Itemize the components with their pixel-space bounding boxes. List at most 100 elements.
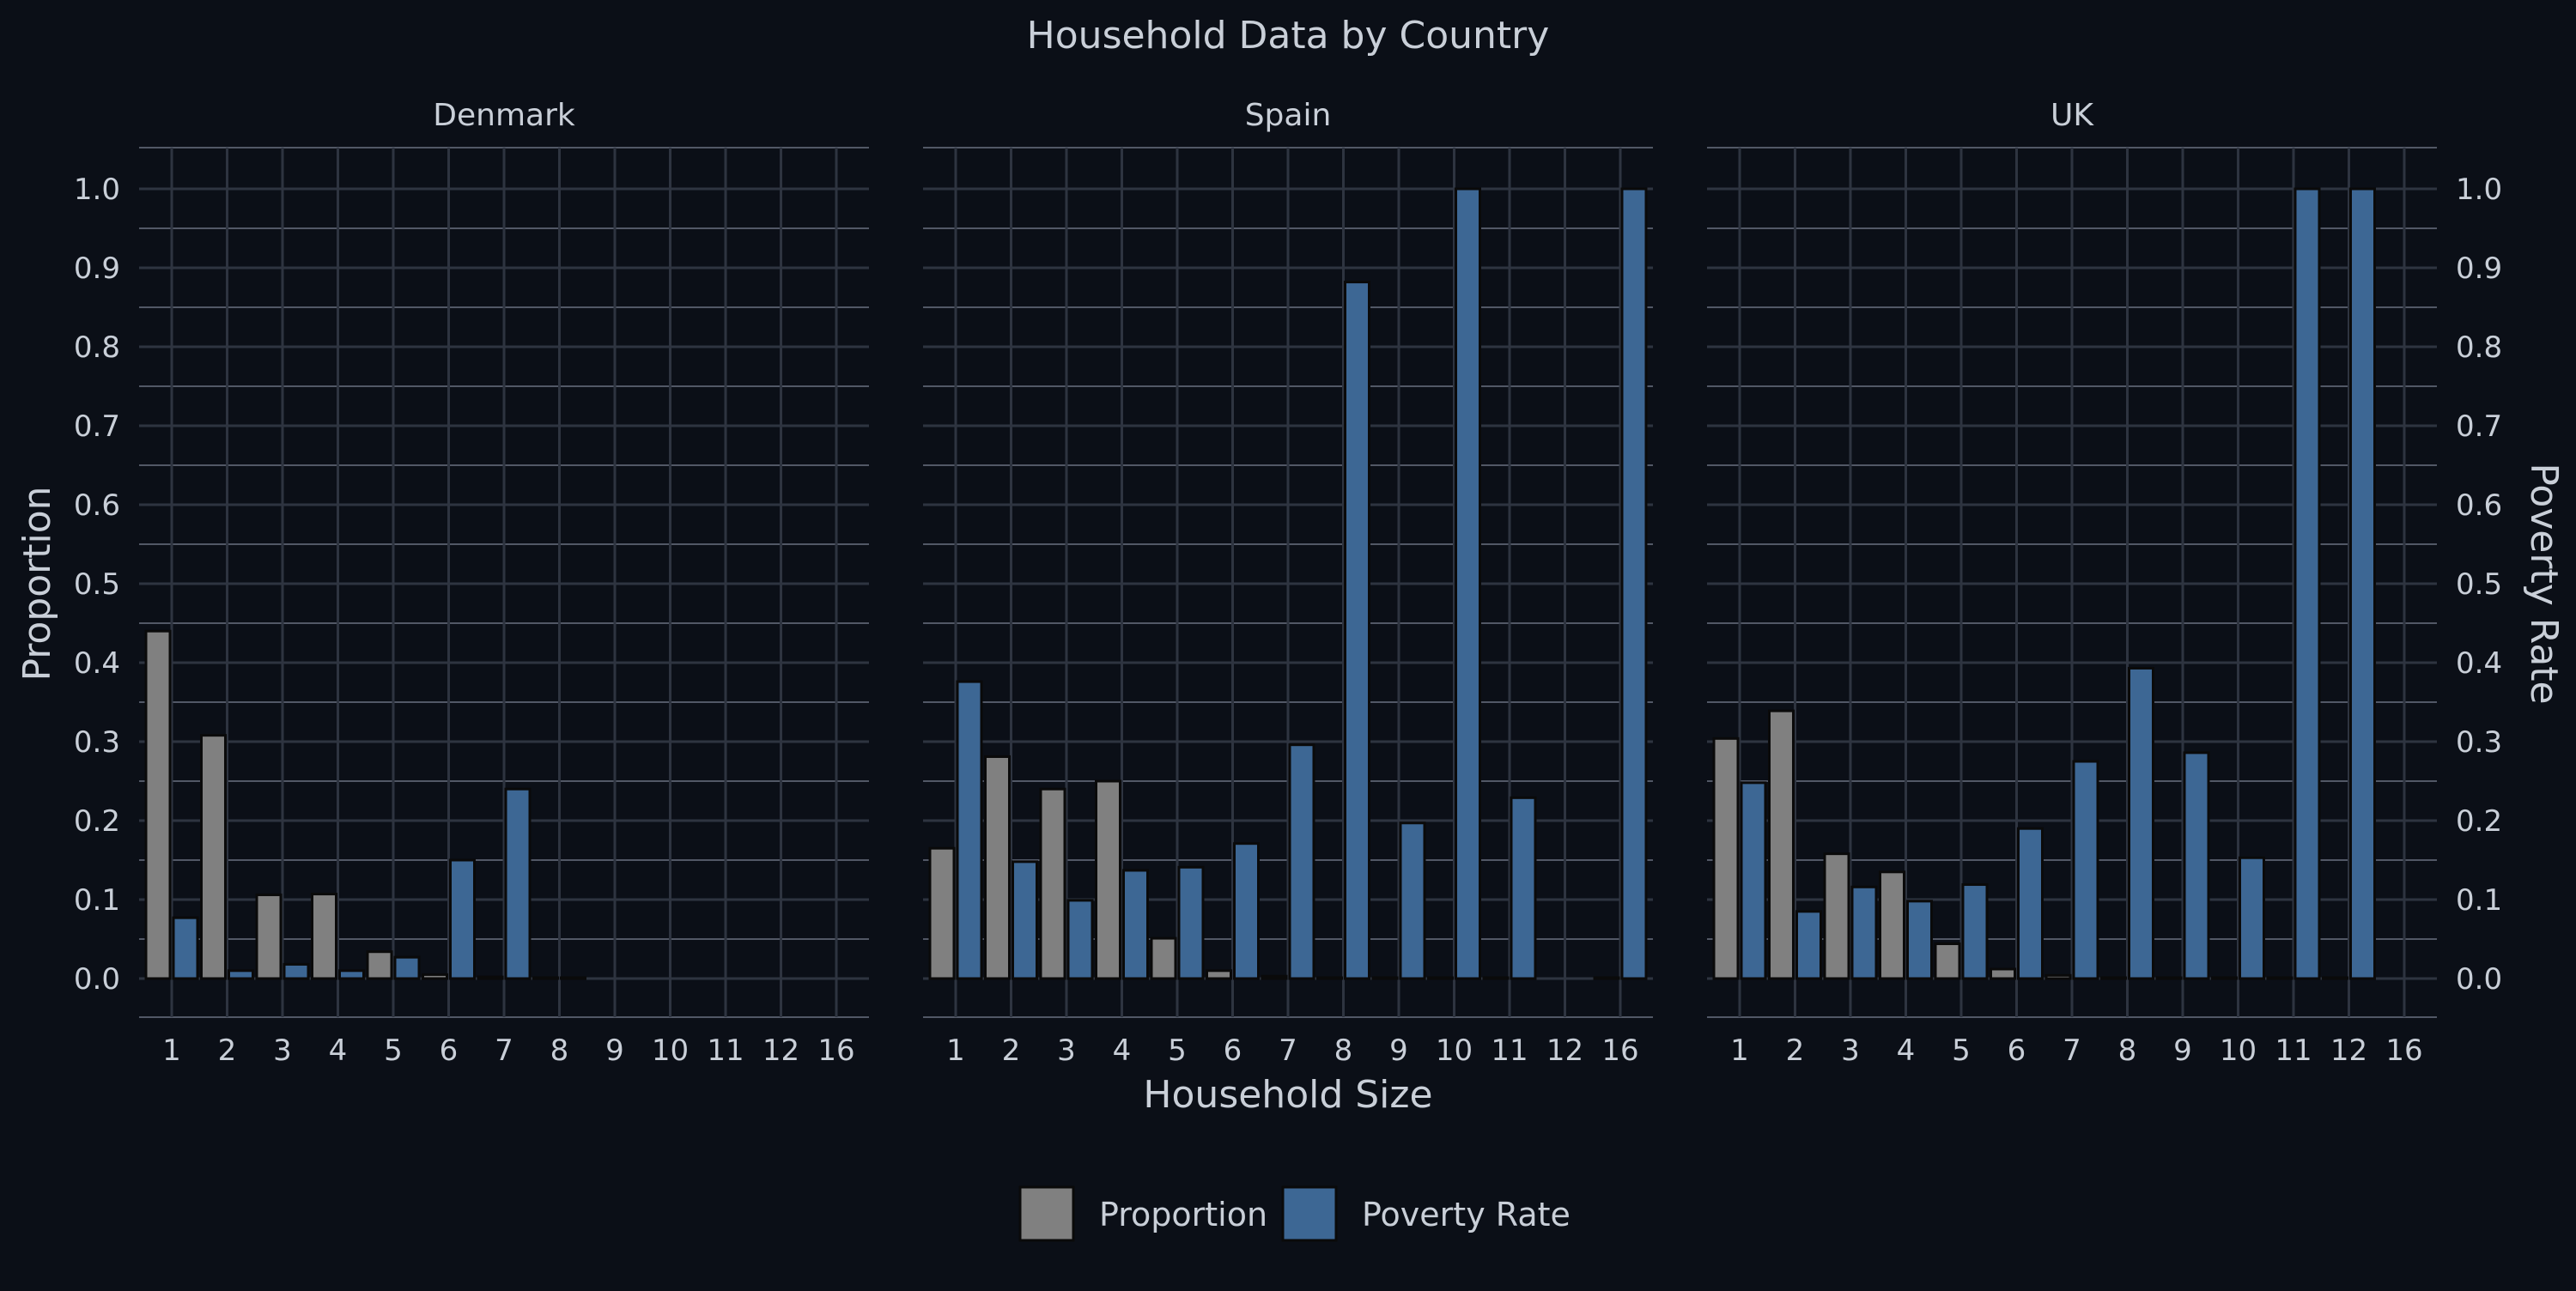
y-tick-label-left: 0.2 xyxy=(74,804,120,839)
x-axis-label: Household Size xyxy=(1143,1073,1432,1117)
x-tick-label: 8 xyxy=(1334,1033,1353,1068)
x-tick-label: 7 xyxy=(495,1033,513,1068)
x-tick-label: 12 xyxy=(762,1033,799,1068)
x-tick-label: 10 xyxy=(652,1033,689,1068)
x-tick-label: 3 xyxy=(1841,1033,1860,1068)
legend-label: Poverty Rate xyxy=(1362,1196,1571,1233)
bar-poverty-rate xyxy=(1906,900,1933,980)
y-tick-label-right: 0.3 xyxy=(2456,725,2502,760)
x-tick-label: 5 xyxy=(384,1033,403,1068)
bar-proportion xyxy=(2266,976,2293,980)
x-tick-label: 6 xyxy=(440,1033,459,1068)
y-tick-label-right: 0.6 xyxy=(2456,488,2502,523)
y-tick-label-right: 0.8 xyxy=(2456,330,2502,365)
bar-proportion xyxy=(255,893,283,980)
x-tick-label: 9 xyxy=(605,1033,624,1068)
x-tick-label: 1 xyxy=(162,1033,181,1068)
y-tick-label-left: 0.6 xyxy=(74,488,120,523)
bar-proportion xyxy=(2100,976,2127,980)
bar-proportion xyxy=(1879,870,1905,980)
x-tick-label: 11 xyxy=(1491,1033,1528,1068)
bar-proportion xyxy=(1768,709,1795,980)
bar-poverty-rate xyxy=(2293,187,2321,980)
bar-poverty-rate xyxy=(1795,910,1822,980)
bar-poverty-rate xyxy=(1455,187,1481,980)
bar-proportion xyxy=(1593,976,1620,980)
bar-poverty-rate xyxy=(2239,856,2265,980)
bar-poverty-rate xyxy=(1620,187,1648,980)
bar-proportion xyxy=(1712,736,1740,980)
y-tick-label-left: 0.8 xyxy=(74,330,120,365)
y-tick-label-left: 0.3 xyxy=(74,725,120,760)
x-tick-label: 8 xyxy=(2118,1033,2137,1068)
bar-poverty-rate xyxy=(393,955,421,980)
legend: Proportion Poverty Rate xyxy=(1018,1185,1571,1242)
bar-proportion xyxy=(1095,779,1121,980)
panel-title: Spain xyxy=(1245,98,1332,133)
y-axis-label-left: Proportion xyxy=(15,486,59,681)
bar-poverty-rate xyxy=(1344,281,1370,980)
x-tick-label: 11 xyxy=(707,1033,744,1068)
x-tick-label: 16 xyxy=(2385,1033,2422,1068)
bar-poverty-rate xyxy=(172,916,199,980)
bar-poverty-rate xyxy=(1399,821,1426,980)
x-tick-label: 4 xyxy=(1113,1033,1132,1068)
bar-proportion xyxy=(1371,976,1399,980)
y-tick-label-right: 0.1 xyxy=(2456,883,2502,918)
x-tick-label: 10 xyxy=(1436,1033,1473,1068)
x-tick-label: 8 xyxy=(550,1033,569,1068)
y-axis-label-right: Poverty Rate xyxy=(2522,463,2566,704)
bar-poverty-rate xyxy=(1122,869,1149,980)
y-tick-label-left: 0.1 xyxy=(74,883,120,918)
x-tick-label: 3 xyxy=(1057,1033,1076,1068)
bar-proportion xyxy=(477,975,504,980)
x-tick-label: 16 xyxy=(1601,1033,1638,1068)
bar-proportion xyxy=(928,846,956,980)
bar-poverty-rate xyxy=(449,858,476,980)
y-tick-label-right: 0.7 xyxy=(2456,409,2502,444)
bar-proportion xyxy=(532,976,559,980)
y-tick-label-left: 0.5 xyxy=(74,567,120,602)
y-tick-label-left: 1.0 xyxy=(74,173,120,207)
panel-title: UK xyxy=(2050,98,2094,133)
bar-poverty-rate xyxy=(1510,796,1537,980)
legend-swatch xyxy=(1281,1185,1338,1242)
bar-poverty-rate xyxy=(2072,760,2099,980)
bar-proportion xyxy=(1150,936,1177,980)
y-tick-label-right: 0.4 xyxy=(2456,646,2502,681)
y-tick-label-left: 0.7 xyxy=(74,409,120,444)
panel-uk: UK1 2 3 4 5 6 7 8 9 10 11 12 160.00.10.20.30.40.50.6… xyxy=(1707,98,2502,1068)
legend-swatch xyxy=(1018,1185,1075,1242)
bar-proportion xyxy=(1039,787,1066,980)
bar-proportion xyxy=(1990,967,2016,980)
y-tick-label-right: 1.0 xyxy=(2456,173,2502,207)
bar-poverty-rate xyxy=(1177,865,1205,980)
bar-proportion xyxy=(1482,976,1510,980)
x-tick-label: 4 xyxy=(1897,1033,1916,1068)
bar-proportion xyxy=(200,734,227,980)
x-tick-label: 12 xyxy=(2330,1033,2367,1068)
bar-poverty-rate xyxy=(1066,899,1094,980)
bar-proportion xyxy=(1206,969,1232,980)
bar-poverty-rate xyxy=(1288,743,1315,980)
bar-poverty-rate xyxy=(2183,751,2210,980)
bar-proportion xyxy=(1427,976,1454,980)
y-tick-label-right: 0.5 xyxy=(2456,567,2502,602)
y-tick-label-right: 0.9 xyxy=(2456,252,2502,286)
bar-poverty-rate xyxy=(1850,885,1878,980)
x-tick-label: 1 xyxy=(1730,1033,1749,1068)
y-tick-label-right: 0.0 xyxy=(2456,962,2502,997)
bar-proportion xyxy=(366,950,393,980)
x-tick-label: 2 xyxy=(218,1033,237,1068)
x-tick-label: 2 xyxy=(1002,1033,1021,1068)
y-tick-label-right: 0.2 xyxy=(2456,804,2502,839)
legend-label: Proportion xyxy=(1099,1196,1267,1233)
x-tick-label: 6 xyxy=(2008,1033,2026,1068)
x-tick-label: 6 xyxy=(1224,1033,1242,1068)
x-tick-label: 4 xyxy=(329,1033,348,1068)
y-tick-label-left: 0.9 xyxy=(74,252,120,286)
